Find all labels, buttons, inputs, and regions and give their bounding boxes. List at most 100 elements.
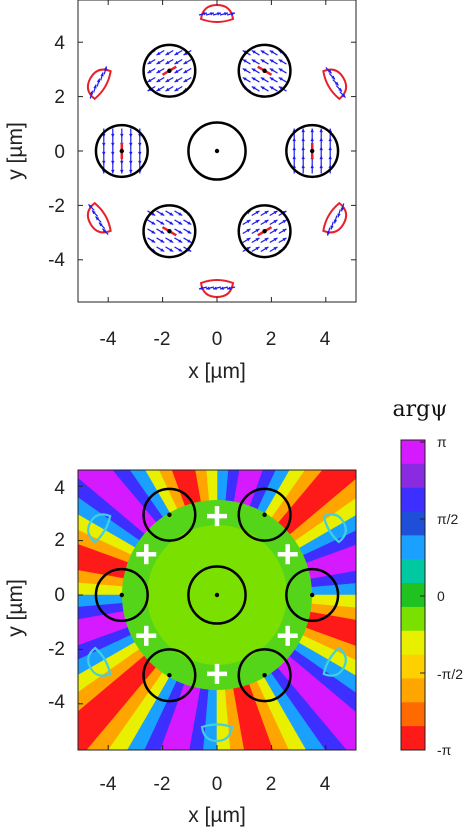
field-arrow (165, 85, 174, 92)
arrow-head (260, 86, 265, 90)
cyan-loop (202, 449, 232, 466)
lobe-arrow (198, 286, 208, 290)
lobe-arrow (198, 12, 208, 16)
arrow-head (231, 12, 235, 16)
field-arrow (183, 76, 192, 83)
arrow-head (242, 59, 247, 63)
field-arrow (120, 128, 124, 138)
lobe-outline (199, 279, 235, 299)
field-arrow (260, 210, 269, 217)
field-arrow (260, 237, 269, 244)
field-arrow (251, 58, 260, 65)
arrow-head (138, 142, 142, 147)
field-arrow (138, 146, 142, 156)
colorbar-segment (401, 463, 425, 489)
arrow-head (160, 212, 165, 216)
colorbar-gradient (401, 440, 425, 751)
arrow-head (178, 239, 183, 243)
field-arrow (165, 210, 174, 217)
lobe-arrow (100, 72, 104, 81)
arrow-head (156, 69, 161, 74)
ring (142, 204, 197, 259)
colorbar-segment (401, 535, 425, 560)
field-arrow (156, 219, 165, 226)
field-arrow (251, 85, 260, 92)
arrow-head (151, 221, 156, 225)
lobe-arrow (339, 91, 346, 99)
arrow-head (151, 230, 156, 234)
field-arrow (156, 76, 165, 83)
arrow-head (242, 77, 247, 81)
field-arrow (251, 237, 260, 244)
field-arrow (269, 76, 278, 83)
ring-center-dot (214, 592, 220, 598)
lobe-outline (86, 68, 112, 101)
arrow-head (165, 78, 170, 83)
arrow-head (174, 60, 179, 65)
arrow-head (165, 51, 170, 56)
field-arrow (129, 128, 133, 138)
arrow-head (310, 128, 314, 133)
arrow-head (183, 78, 188, 83)
arrow-head (160, 221, 165, 225)
top-ytick-label: -4 (48, 250, 65, 271)
top-y-tick-labels: 4 2 0 -2 -4 (48, 33, 65, 271)
lobe-arrow (98, 222, 106, 229)
arrow-head (301, 146, 305, 151)
bottom-ticks (78, 485, 327, 750)
cyan-loop (200, 723, 234, 743)
arrow-head (93, 84, 97, 89)
colorbar-label-neg-pi: -π (437, 742, 452, 758)
arrow-head (319, 137, 323, 142)
colorbar-segment (401, 559, 425, 584)
field-arrow (156, 58, 165, 65)
current-lobe (198, 3, 236, 23)
arrow-head (328, 146, 332, 151)
arrow-head (242, 68, 247, 72)
ring (285, 123, 340, 179)
bottom-ytick-label: 4 (54, 478, 65, 499)
field-arrow (301, 128, 305, 138)
field-arrow (174, 210, 183, 217)
ring (94, 567, 149, 623)
cyan-loop-outline (200, 723, 234, 743)
arrow-head (341, 93, 346, 98)
field-arrow (251, 76, 260, 83)
colorbar-label-pi: π (437, 434, 447, 450)
current-lobe (86, 66, 112, 101)
current-lobe (322, 201, 348, 236)
colorbar-segment (401, 630, 425, 656)
lobe-arrow (337, 209, 341, 218)
arrow-head (169, 212, 174, 216)
field-arrow (156, 246, 165, 253)
arrow-head (100, 72, 104, 77)
arrow-head (120, 160, 124, 165)
arrow-head (319, 146, 323, 151)
arrow-head (340, 207, 345, 212)
arrow-head (292, 137, 296, 142)
field-arrow (156, 228, 165, 235)
field-arrow (242, 219, 251, 226)
center-ring (187, 121, 247, 181)
bottom-xtick-label: 0 (212, 774, 223, 795)
field-arrow (183, 219, 192, 226)
ring (237, 487, 292, 542)
lobe-arrow (219, 286, 229, 290)
arrow-head (264, 246, 269, 251)
arrow-head (224, 12, 228, 16)
current-lobe (322, 66, 348, 101)
lobe-arrow (226, 286, 236, 290)
arrow-head (156, 78, 161, 83)
lobe-arrow (332, 79, 339, 86)
arrow-head (102, 160, 106, 165)
cyan-loop-outline (87, 513, 112, 544)
field-arrow (129, 146, 133, 156)
top-xtick-label: -2 (154, 329, 171, 350)
arrow-head (96, 78, 101, 83)
arrow-head (301, 137, 305, 142)
arrow-head (129, 160, 133, 165)
arrow-head (95, 216, 100, 221)
top-ytick-label: -2 (48, 196, 65, 217)
arrow-head (187, 230, 192, 234)
lobe-arrow (328, 73, 336, 80)
